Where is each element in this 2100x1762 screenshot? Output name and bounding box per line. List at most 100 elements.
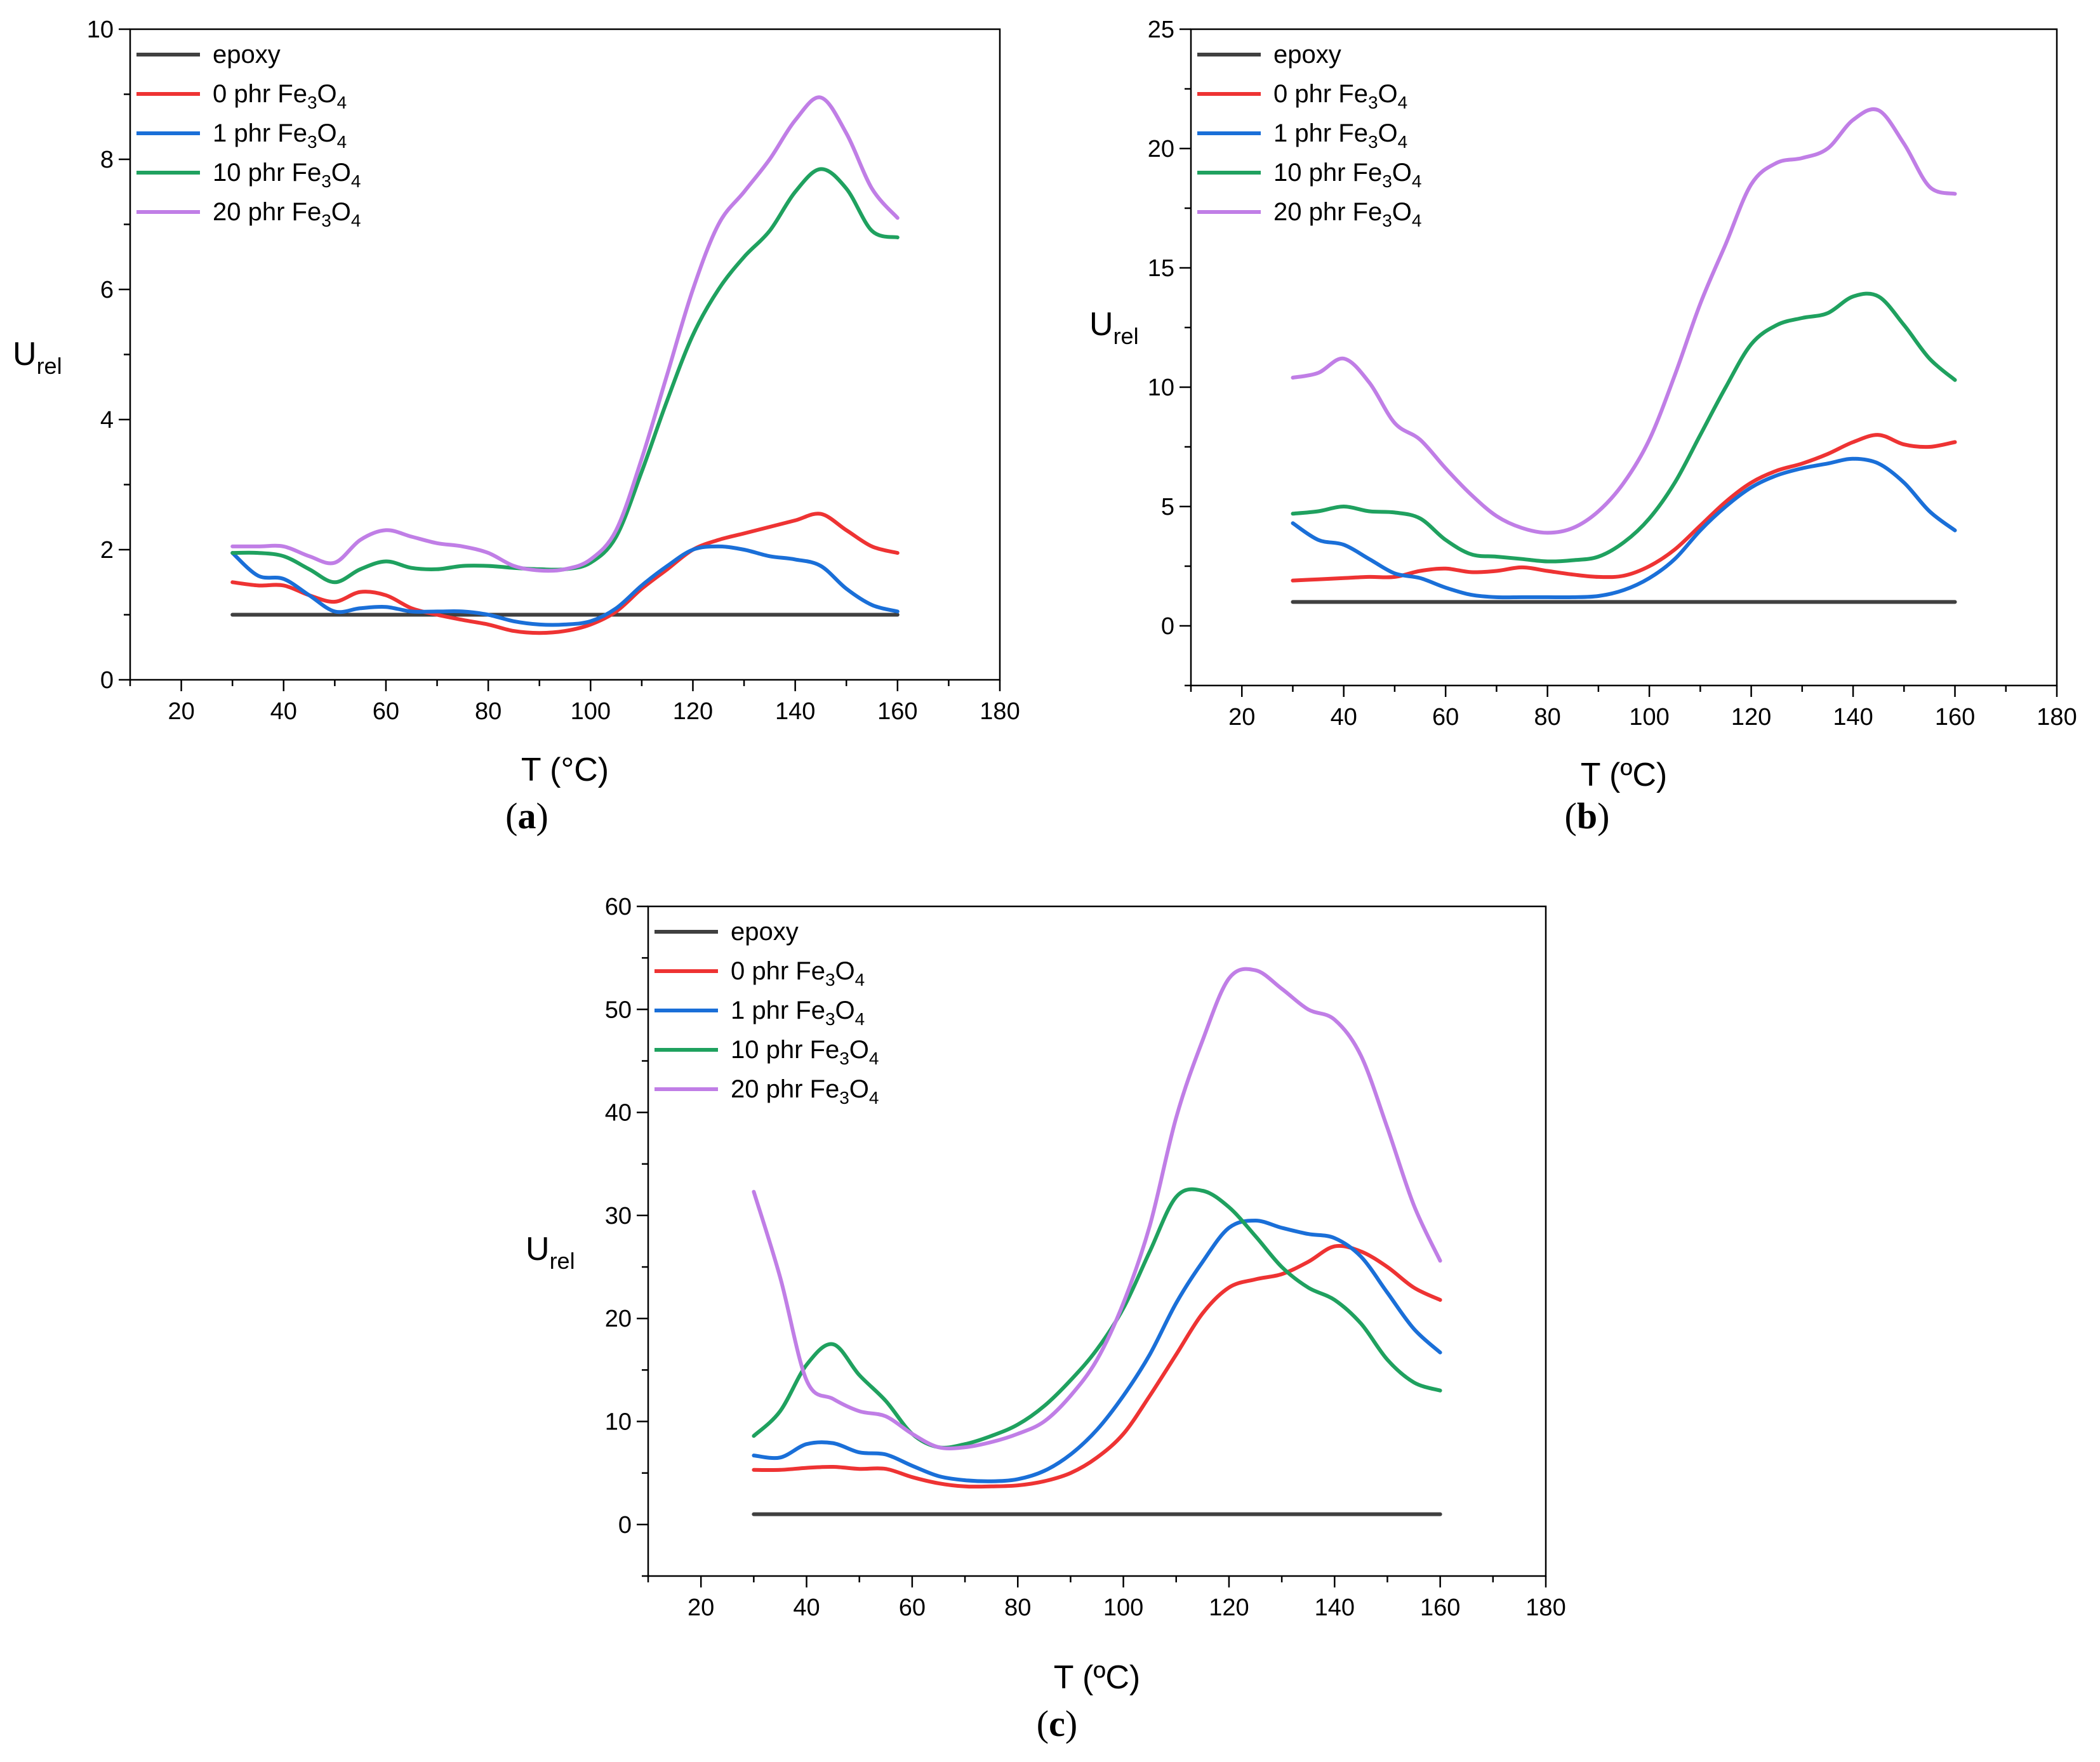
legend-subscript: 4	[1412, 171, 1422, 191]
legend-label-text: 0 phr Fe	[213, 80, 307, 108]
legend-label: 0 phr Fe3O4	[731, 957, 865, 990]
y-tick-label: 4	[100, 407, 114, 434]
x-tick-label: 160	[877, 698, 917, 725]
x-tick-label: 180	[1525, 1594, 1565, 1621]
caption-letter: c	[1049, 1703, 1065, 1744]
legend-label: epoxy	[731, 918, 799, 946]
x-tick-label: 40	[1331, 704, 1357, 731]
series-line-10-phr	[1291, 291, 1957, 564]
legend-label-mid: O	[1392, 159, 1412, 187]
legend-subscript: 4	[855, 970, 865, 990]
legend-subscript: 4	[1398, 93, 1408, 112]
legend-label: 1 phr Fe3O4	[731, 997, 865, 1029]
legend-label-text: 10 phr Fe	[1273, 159, 1382, 187]
x-tick-label: 120	[1731, 704, 1771, 731]
x-tick-label: 60	[1432, 704, 1459, 731]
x-tick-label: 160	[1935, 704, 1975, 731]
legend-label: 10 phr Fe3O4	[731, 1036, 879, 1068]
x-tick-label: 40	[793, 1594, 820, 1621]
legend-label: 1 phr Fe3O4	[213, 119, 347, 152]
legend-label-mid: O	[1378, 80, 1398, 108]
y-axis-label-main: U	[1089, 306, 1113, 343]
legend-label-mid: O	[849, 1075, 869, 1103]
y-axis-label-main: U	[526, 1231, 550, 1268]
x-tick-label: 140	[1833, 704, 1873, 731]
legend-label: 1 phr Fe3O4	[1273, 119, 1407, 152]
legend-subscript: 3	[1382, 171, 1392, 191]
caption-open-paren: (	[505, 795, 517, 837]
legend-label: 10 phr Fe3O4	[1273, 159, 1422, 191]
legend-label-mid: O	[849, 1036, 869, 1064]
y-axis-label-main: U	[13, 336, 37, 373]
x-tick-label: 60	[899, 1594, 926, 1621]
legend-label-mid: O	[835, 957, 855, 985]
y-tick-label: 5	[1161, 494, 1174, 520]
legend-label-text: epoxy	[731, 918, 799, 946]
panel-caption: (a)	[505, 795, 548, 837]
plot-frame	[1190, 28, 2058, 687]
y-tick-label: 0	[1161, 613, 1174, 640]
x-tick-label: 20	[688, 1594, 714, 1621]
legend-label-mid: O	[331, 198, 351, 226]
legend-label: epoxy	[213, 41, 281, 69]
series-line-1-phr	[1291, 456, 1957, 600]
legend-subscript: 3	[839, 1049, 849, 1068]
y-tick-label: 40	[605, 1100, 632, 1127]
legend-subscript: 4	[351, 211, 361, 230]
legend-label: 0 phr Fe3O4	[1273, 80, 1407, 112]
series-line-10-phr	[752, 1187, 1442, 1450]
x-tick-label: 80	[475, 698, 502, 725]
y-tick-label: 0	[618, 1512, 632, 1539]
x-tick-label: 140	[1315, 1594, 1355, 1621]
legend-subscript: 3	[839, 1088, 849, 1108]
legend-label-text: 20 phr Fe	[1273, 198, 1382, 226]
series-line-10-phr	[230, 167, 900, 585]
panel-caption: (c)	[1037, 1703, 1077, 1744]
x-tick-label: 180	[2037, 704, 2077, 731]
y-axis-label-sub: rel	[1113, 323, 1139, 349]
legend-subscript: 3	[1368, 132, 1378, 152]
y-tick-label: 60	[605, 894, 632, 920]
x-tick-label: 120	[1209, 1594, 1249, 1621]
legend-subscript: 3	[825, 1009, 835, 1029]
series-line-0-phr	[230, 512, 900, 635]
legend-subscript: 4	[337, 132, 347, 152]
caption-close-paren: )	[1065, 1703, 1077, 1744]
y-tick-label: 8	[100, 147, 114, 173]
x-tick-label: 100	[571, 698, 611, 725]
x-axis-label: T (ºC)	[1581, 757, 1667, 793]
legend-subscript: 4	[869, 1049, 879, 1068]
x-tick-label: 180	[980, 698, 1020, 725]
y-tick-label: 0	[100, 667, 114, 694]
legend-label-text: 1 phr Fe	[731, 997, 825, 1024]
x-tick-label: 160	[1420, 1594, 1460, 1621]
chart-panel-a: 20 40 60 80 100 120 140 160 180 0 2 4 6 8 10 T (°C) Urel…	[13, 17, 1020, 837]
y-axis-label-sub: rel	[37, 353, 62, 379]
legend-subscript: 4	[1398, 132, 1408, 152]
x-tick-label: 60	[373, 698, 399, 725]
x-tick-label: 40	[270, 698, 297, 725]
plot-frame	[647, 905, 1547, 1577]
y-tick-label: 2	[100, 537, 114, 564]
legend-label: 0 phr Fe3O4	[213, 80, 347, 112]
legend-label-mid: O	[1392, 198, 1412, 226]
legend-label-text: epoxy	[1273, 41, 1341, 69]
y-tick-label: 10	[1148, 374, 1174, 401]
x-tick-label: 140	[775, 698, 815, 725]
caption-open-paren: (	[1037, 1703, 1049, 1744]
chart-panel-b: 20 40 60 80 100 120 140 160 180 0 5 10 15 20 25 T (ºC) U…	[1089, 17, 2077, 837]
series-line-1-phr	[230, 544, 900, 627]
x-tick-label: 120	[673, 698, 713, 725]
caption-letter: a	[518, 795, 536, 837]
legend-label-text: 20 phr Fe	[213, 198, 321, 226]
legend-subscript: 3	[1368, 93, 1378, 112]
chart-panel-c: 20 40 60 80 100 120 140 160 180 0 10 20 30 40 50 60 T (º…	[526, 894, 1566, 1744]
legend-subscript: 3	[307, 132, 317, 152]
x-tick-label: 80	[1004, 1594, 1031, 1621]
y-tick-label: 15	[1148, 255, 1174, 282]
y-tick-label: 20	[1148, 136, 1174, 162]
legend-subscript: 3	[1382, 211, 1392, 230]
x-axis-label: T (ºC)	[1054, 1659, 1140, 1696]
